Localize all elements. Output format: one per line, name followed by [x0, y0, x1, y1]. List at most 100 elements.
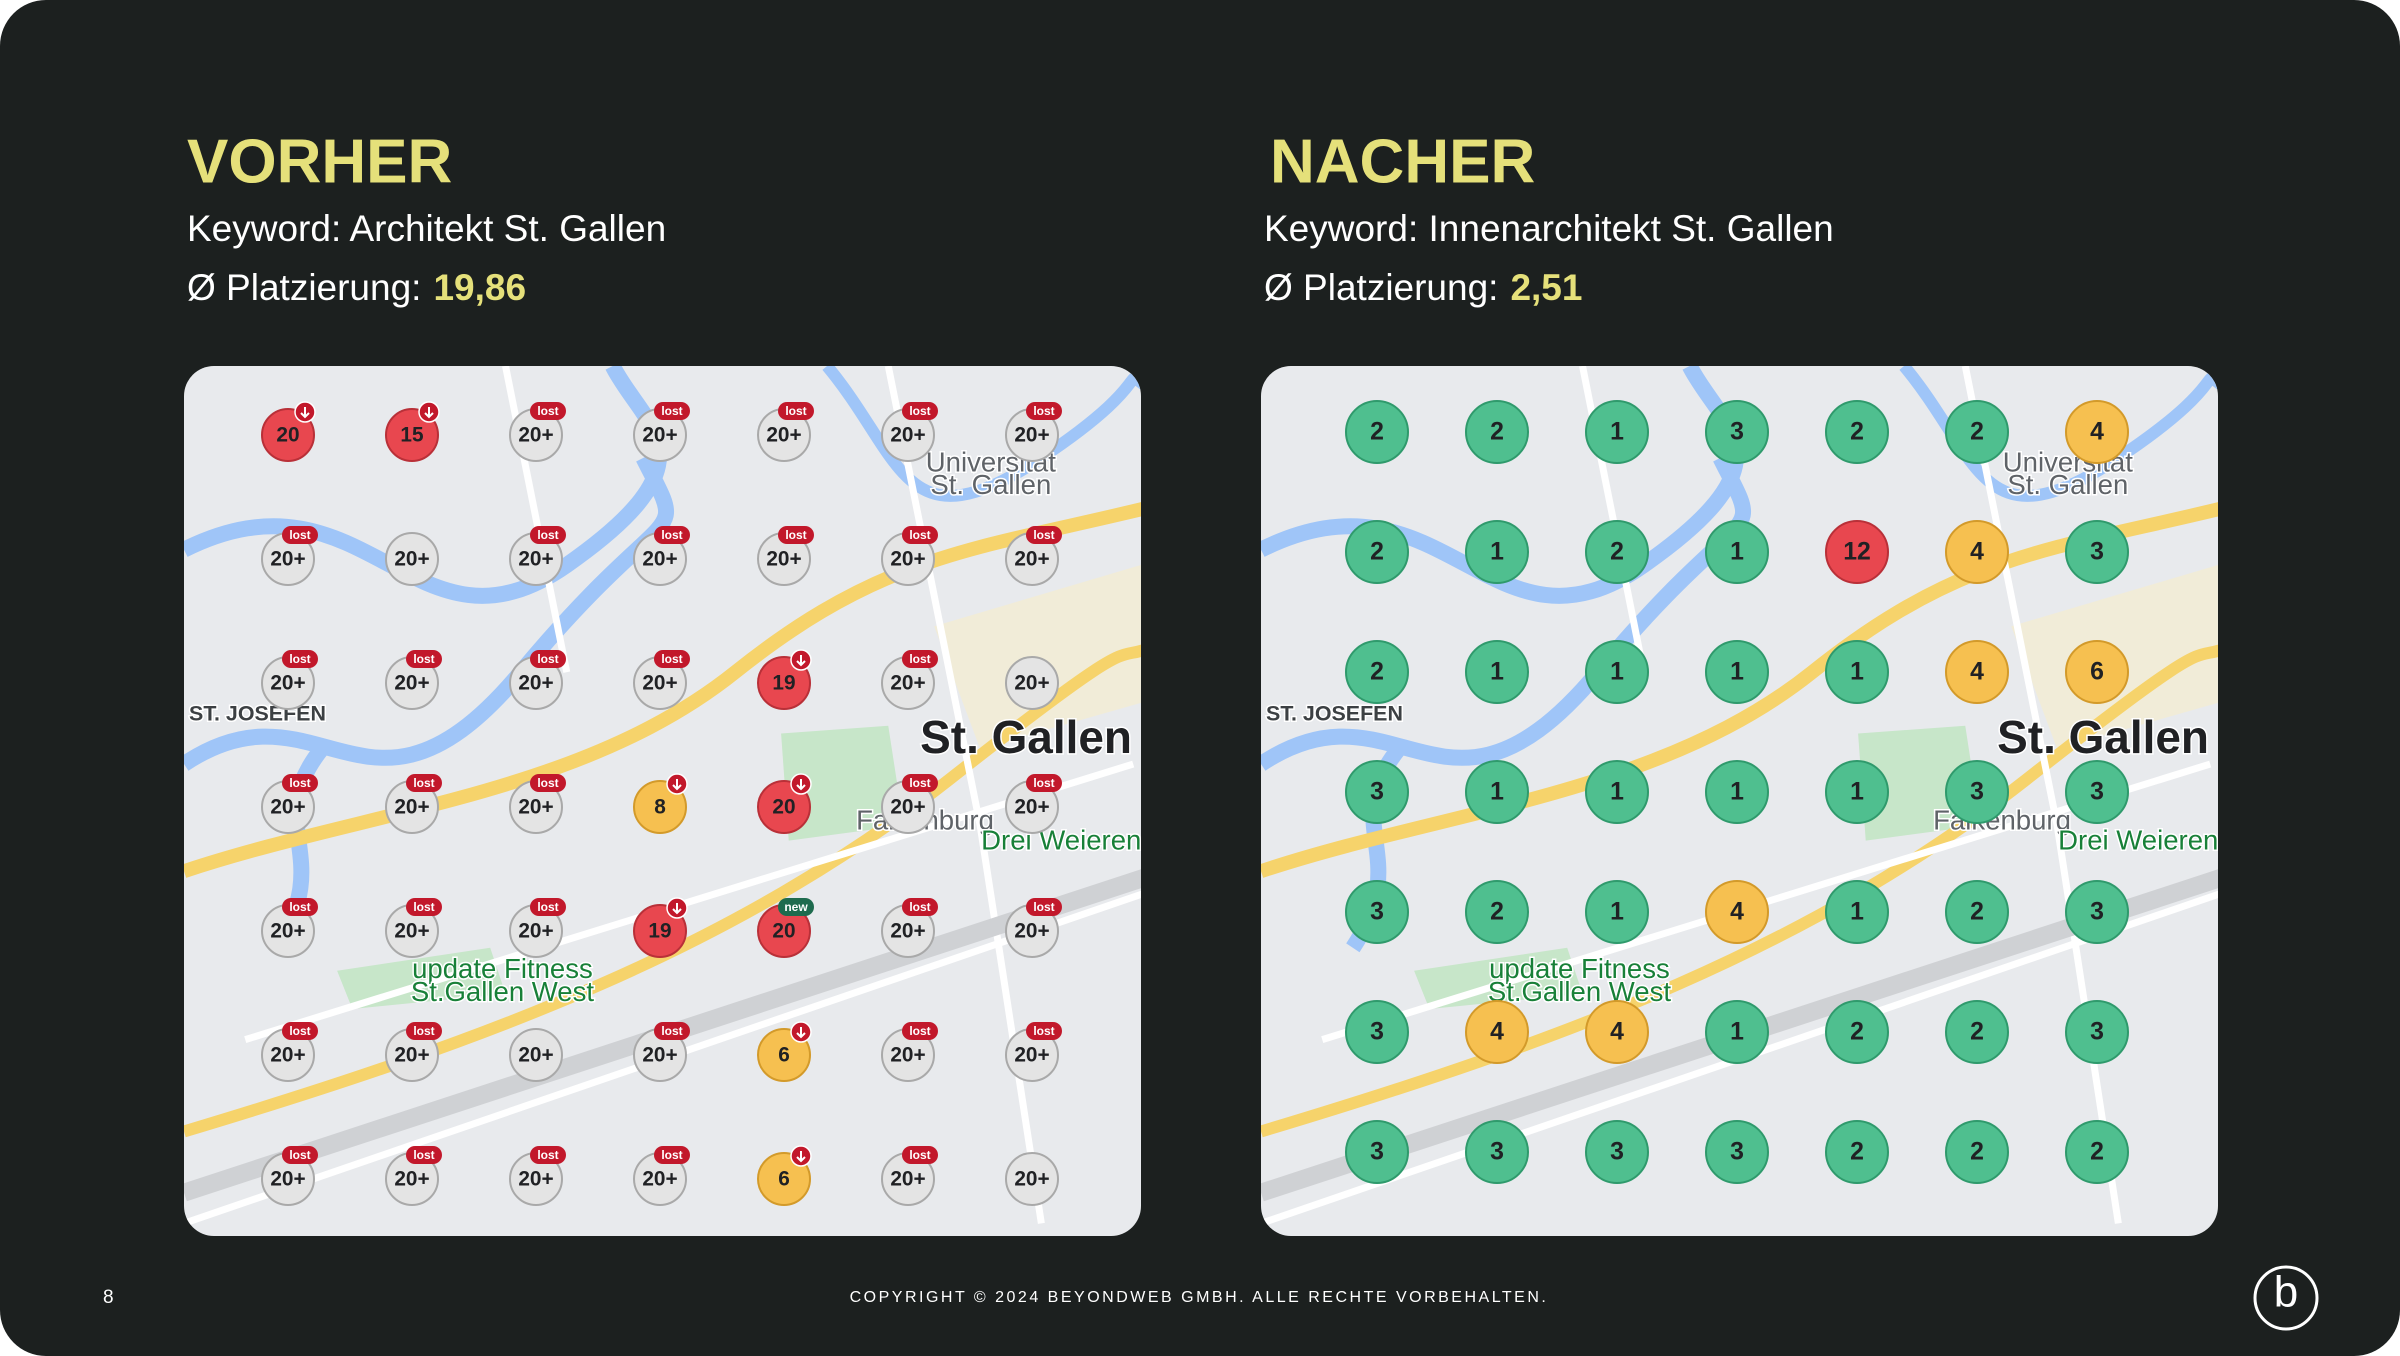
marker-label: 1	[1490, 659, 1504, 686]
badge-label: lost	[909, 900, 930, 914]
badge-label: new	[784, 900, 808, 914]
badge-label: lost	[909, 1148, 930, 1162]
marker-label: 2	[1970, 419, 1984, 446]
marker-label: 20	[772, 920, 795, 943]
badge	[902, 526, 938, 544]
badge	[1026, 774, 1062, 792]
badge-label: lost	[289, 652, 310, 666]
badge	[778, 526, 814, 544]
marker-label: 6	[2090, 659, 2104, 686]
badge-label: lost	[1033, 776, 1054, 790]
marker-circle	[2065, 1120, 2129, 1184]
marker-label: 20+	[890, 1168, 925, 1191]
rank-marker: 20+ lost	[757, 526, 814, 586]
badge	[1026, 1022, 1062, 1040]
marker-circle	[1825, 400, 1889, 464]
badge-label: lost	[1033, 404, 1054, 418]
marker-circle	[1465, 400, 1529, 464]
rank-marker: 1	[1585, 400, 1649, 464]
badge	[902, 650, 938, 668]
marker-circle	[1705, 760, 1769, 824]
marker-circle	[1465, 1120, 1529, 1184]
badge-label: lost	[661, 1148, 682, 1162]
rank-marker: 20+ lost	[881, 650, 938, 710]
marker-circle	[757, 656, 811, 710]
marker-label: 20+	[394, 672, 429, 695]
badge-label: lost	[785, 528, 806, 542]
rank-marker: 20+ lost	[633, 1022, 690, 1082]
marker-circle	[509, 1028, 563, 1082]
marker-label: 4	[1970, 659, 1984, 686]
rank-marker: 2	[1945, 1120, 2009, 1184]
badge-label: lost	[1033, 528, 1054, 542]
drop-arrow	[796, 779, 806, 791]
marker-label: 2	[1610, 539, 1624, 566]
marker-label: 1	[1490, 539, 1504, 566]
map-label: ST. JOSEFEN	[189, 702, 326, 726]
rank-marker: 3	[1705, 1120, 1769, 1184]
marker-label: 20+	[890, 920, 925, 943]
rank-marker: 20+ lost	[881, 526, 938, 586]
badge-label: lost	[661, 1024, 682, 1038]
rank-marker: 1	[1585, 880, 1649, 944]
drop-arrow	[796, 1027, 806, 1039]
copyright: COPYRIGHT © 2024 BEYONDWEB GMBH. ALLE RE…	[850, 1289, 1549, 1306]
park	[337, 947, 506, 1010]
rank-marker: 20+ lost	[757, 402, 814, 462]
badge-label: lost	[537, 652, 558, 666]
badge	[530, 526, 566, 544]
marker-label: 20+	[518, 1044, 553, 1067]
rank-marker: 4	[1945, 520, 2009, 584]
marker-label: 4	[1730, 899, 1744, 926]
rank-marker: 20+ lost	[633, 526, 690, 586]
badge	[654, 402, 690, 420]
marker-label: 4	[1610, 1019, 1624, 1046]
marker-label: 3	[1370, 779, 1384, 806]
rank-marker: 3	[1345, 1120, 1409, 1184]
rank-marker: 12	[1825, 520, 1889, 584]
map-label: update Fitness	[412, 953, 593, 984]
panel-title: VORHER	[187, 127, 452, 196]
rank-marker: 20+ lost	[1005, 774, 1062, 834]
rank-marker: 20+ lost	[385, 774, 442, 834]
marker-label: 1	[1610, 419, 1624, 446]
badge-label: lost	[289, 528, 310, 542]
marker-label: 3	[1610, 1139, 1624, 1166]
badge	[902, 774, 938, 792]
badge	[406, 1022, 442, 1040]
marker-label: 20+	[394, 1044, 429, 1067]
marker-label: 2	[1370, 419, 1384, 446]
marker-label: 3	[1370, 899, 1384, 926]
rank-marker: 20+ lost	[1005, 898, 1062, 958]
rank-marker: 3	[1585, 1120, 1649, 1184]
rank-marker: 3	[1345, 880, 1409, 944]
marker-label: 2	[1970, 1019, 1984, 1046]
drop-arrow	[300, 407, 310, 419]
map-label: St. Gallen	[1997, 711, 2209, 763]
marker-label: 20+	[642, 424, 677, 447]
badge	[530, 898, 566, 916]
ranking: Ø Platzierung: 19,86	[187, 267, 526, 308]
marker-label: 20+	[642, 672, 677, 695]
map-label: St. Gallen	[930, 469, 1051, 500]
marker-label: 20+	[890, 796, 925, 819]
panel-title: NACHER	[1270, 127, 1535, 196]
rank-marker: 4	[1945, 640, 2009, 704]
marker-label: 1	[1730, 659, 1744, 686]
marker-label: 20+	[518, 920, 553, 943]
badge-label: lost	[661, 652, 682, 666]
badge-label: lost	[661, 528, 682, 542]
marker-circle	[1345, 880, 1409, 944]
rank-marker: 2	[1585, 520, 1649, 584]
rank-marker: 20+ lost	[385, 650, 442, 710]
badge	[654, 650, 690, 668]
marker-circle	[1705, 1000, 1769, 1064]
marker-circle	[1705, 640, 1769, 704]
badge-label: lost	[661, 404, 682, 418]
marker-circle	[1585, 520, 1649, 584]
marker-label: 1	[1730, 1019, 1744, 1046]
marker-label: 1	[1730, 539, 1744, 566]
badge-label: lost	[413, 900, 434, 914]
